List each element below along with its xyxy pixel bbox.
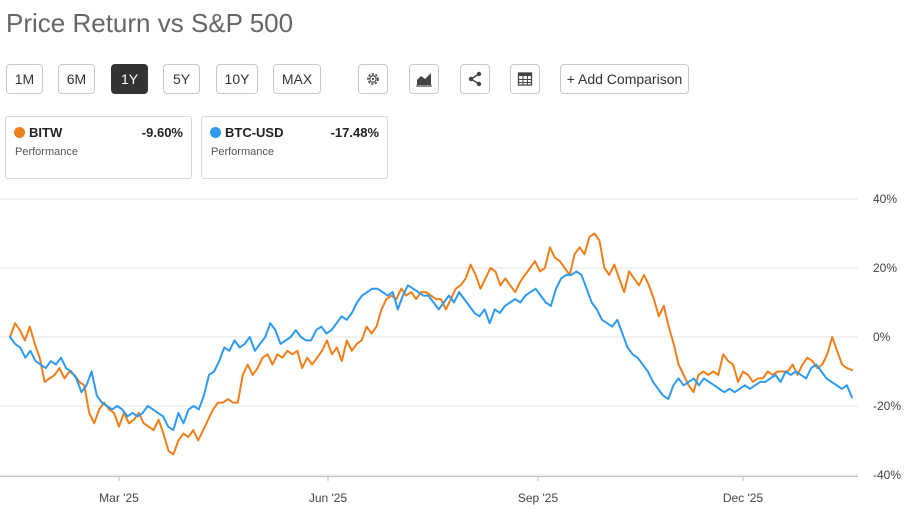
x-tick-label: Mar '25 xyxy=(99,491,139,505)
card-value: -17.48% xyxy=(330,125,379,140)
card-symbol: BTC-USD xyxy=(225,125,284,140)
series-line-btc-usd xyxy=(9,270,853,432)
range-1m-button[interactable]: 1M xyxy=(6,64,43,94)
range-10y-button[interactable]: 10Y xyxy=(216,64,258,94)
add-comparison-button[interactable]: + Add Comparison xyxy=(560,64,689,94)
series-line-bitw xyxy=(9,232,853,456)
y-tick-label: -20% xyxy=(873,399,901,413)
legend-card-bitw[interactable]: BITW -9.60% Performance xyxy=(5,116,192,179)
settings-button[interactable] xyxy=(358,64,388,94)
x-tick-label: Sep '25 xyxy=(518,491,559,505)
share-icon xyxy=(468,71,482,87)
card-label: Performance xyxy=(211,146,274,158)
y-tick-label: 0% xyxy=(873,330,891,344)
card-label: Performance xyxy=(15,146,78,158)
gear-icon xyxy=(367,73,379,85)
table-icon xyxy=(517,72,533,86)
series-color-dot xyxy=(210,127,221,138)
range-5y-button[interactable]: 5Y xyxy=(163,64,200,94)
table-view-button[interactable] xyxy=(510,64,540,94)
range-1y-button[interactable]: 1Y xyxy=(111,64,148,94)
legend-card-btc-usd[interactable]: BTC-USD -17.48% Performance xyxy=(201,116,388,179)
card-symbol: BITW xyxy=(29,125,63,140)
y-tick-label: 40% xyxy=(873,192,897,206)
chart-type-button[interactable] xyxy=(409,64,439,94)
range-max-button[interactable]: MAX xyxy=(273,64,321,94)
range-6m-button[interactable]: 6M xyxy=(58,64,95,94)
x-tick-label: Jun '25 xyxy=(309,491,348,505)
card-value: -9.60% xyxy=(141,125,183,140)
series-color-dot xyxy=(14,127,25,138)
y-tick-label: 20% xyxy=(873,261,897,275)
y-tick-label: -40% xyxy=(873,468,901,482)
page-title: Price Return vs S&P 500 xyxy=(6,8,294,38)
share-button[interactable] xyxy=(460,64,490,94)
x-tick-label: Dec '25 xyxy=(723,491,764,505)
chart-type-icon xyxy=(416,73,432,87)
